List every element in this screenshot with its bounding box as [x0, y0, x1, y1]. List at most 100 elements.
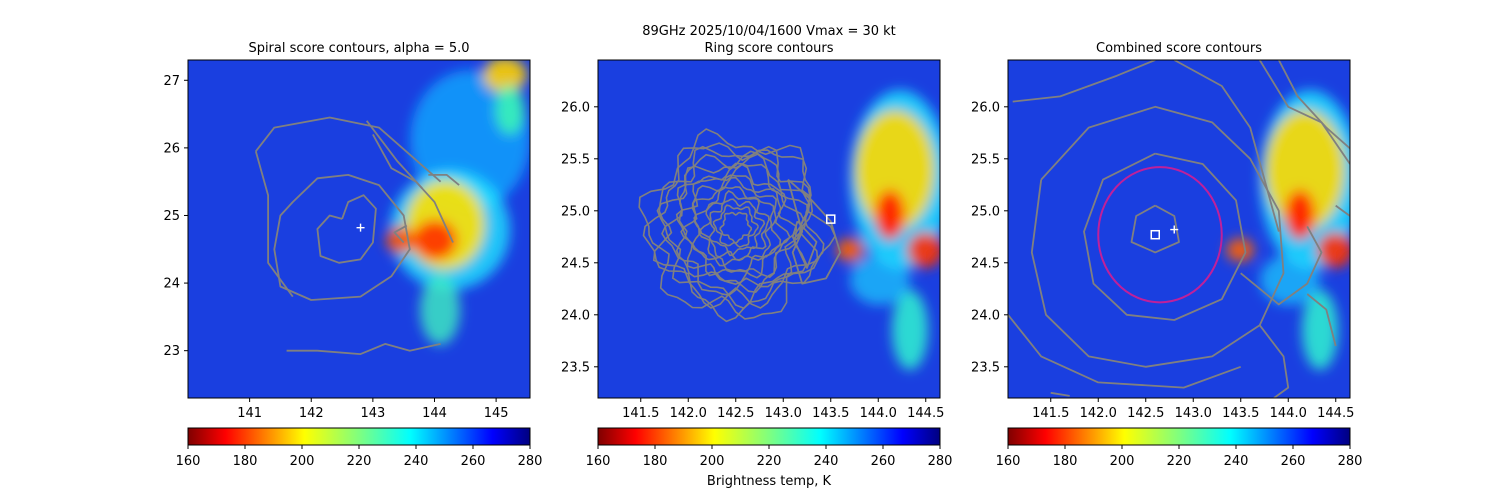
panel-spiral-contours — [254, 116, 460, 356]
contour-line — [791, 220, 818, 269]
panel-ring-title: Ring score contours — [704, 41, 833, 56]
colorbar-tick-label: 220 — [347, 454, 372, 469]
center-plus-marker — [356, 223, 365, 232]
contour-line — [708, 198, 766, 257]
contour-line — [656, 150, 811, 310]
y-tick-label: 23.5 — [971, 360, 1000, 375]
contour-line — [1008, 314, 1242, 389]
x-tick-label: 143.5 — [1222, 406, 1259, 421]
panel-ring-heatmap — [598, 60, 940, 398]
y-tick-label: 26.0 — [971, 100, 1000, 115]
contour-line — [365, 120, 423, 190]
colorbar-3: 160 180 200 220 240 260 280 — [996, 427, 1363, 469]
x-tick-label: 141 — [237, 406, 262, 421]
colorbar-1: 160 180 200 220 240 260 280 — [176, 427, 542, 469]
x-tick-label: 144 — [422, 406, 447, 421]
contour-line — [1240, 225, 1323, 306]
x-tick-label: 144.0 — [860, 406, 897, 421]
y-tick-label: 25 — [163, 209, 180, 224]
center-square-marker — [826, 214, 836, 224]
x-tick-label: 142.5 — [1127, 406, 1164, 421]
colorbar-2: 160 180 200 220 240 260 280 — [586, 427, 953, 469]
panel-ring-markers — [826, 214, 836, 224]
colorbar-tick-label: 160 — [996, 454, 1021, 469]
contour-line — [699, 190, 770, 261]
panel-combined-markers — [1150, 225, 1179, 240]
panel-ring-contours — [638, 128, 842, 323]
panel-spiral-ticks: 141 142 143 144 145 23 24 25 26 27 — [163, 74, 508, 421]
y-tick-label: 24 — [163, 277, 180, 292]
colorbar-gradient — [187, 427, 531, 446]
colorbar-tick-label: 280 — [1338, 454, 1363, 469]
panel-combined-contours — [1008, 60, 1350, 398]
colorbar-ticks: 160 180 200 220 240 260 280 — [586, 445, 953, 469]
contour-line — [691, 176, 782, 273]
center-square-marker — [1150, 229, 1160, 240]
colorbar-label: Brightness temp, K — [707, 474, 832, 489]
contour-line — [286, 342, 441, 356]
panel-combined-heatmap — [1008, 60, 1350, 398]
colorbar-tick-label: 160 — [176, 454, 201, 469]
x-tick-label: 143.5 — [812, 406, 849, 421]
panel-spiral: Spiral score contours, alpha = 5.0 141 14… — [163, 41, 531, 421]
contour-line — [675, 162, 805, 294]
heatmap-convective-band — [1226, 90, 1350, 370]
colorbar-tick-label: 240 — [814, 454, 839, 469]
colorbar-tick-label: 280 — [928, 454, 953, 469]
contour-line — [1258, 324, 1290, 398]
x-tick-label: 143 — [360, 406, 385, 421]
panel-ring: Ring score contours 141.5 142.0 142.5 143.0… — [561, 41, 944, 421]
y-tick-label: 26.0 — [561, 100, 590, 115]
y-tick-label: 24.0 — [971, 308, 1000, 323]
contour-line — [719, 211, 753, 244]
colorbar-gradient — [1007, 427, 1351, 446]
panel-spiral-frame — [187, 59, 531, 399]
colorbar-tick-label: 200 — [700, 454, 725, 469]
y-tick-label: 23 — [163, 344, 180, 359]
panel-ring-ticks: 141.5 142.0 142.5 143.0 143.5 144.0 144.5 23.5 2… — [561, 100, 944, 421]
colorbar-tick-label: 260 — [871, 454, 896, 469]
colorbar-tick-label: 160 — [586, 454, 611, 469]
contour-line — [675, 163, 798, 285]
contour-line — [393, 224, 408, 244]
panel-ring-frame — [597, 59, 941, 399]
colorbar-tick-label: 240 — [1224, 454, 1249, 469]
contour-line — [316, 194, 377, 264]
fit-circle — [1097, 166, 1223, 304]
panel-spiral-heatmap — [188, 60, 530, 398]
colorbar-tick-label: 200 — [290, 454, 315, 469]
panel-spiral-markers — [356, 223, 365, 232]
colorbar-tick-label: 180 — [233, 454, 258, 469]
colorbar-tick-label: 200 — [1110, 454, 1135, 469]
contour-line — [680, 174, 791, 279]
y-tick-label: 24.5 — [561, 256, 590, 271]
x-tick-label: 142 — [299, 406, 324, 421]
y-tick-label: 25.5 — [971, 152, 1000, 167]
center-plus-marker — [1170, 225, 1179, 234]
contour-line — [1130, 204, 1180, 254]
x-tick-label: 142.0 — [1080, 406, 1117, 421]
contour-line — [1083, 152, 1247, 321]
contour-line — [254, 151, 294, 298]
contour-line — [255, 116, 442, 183]
colorbar-ticks: 160 180 200 220 240 260 280 — [996, 445, 1363, 469]
contour-line — [428, 173, 460, 186]
y-tick-label: 25.0 — [561, 204, 590, 219]
contour-line — [712, 204, 760, 248]
colorbar-tick-label: 180 — [1053, 454, 1078, 469]
y-tick-label: 27 — [163, 74, 180, 89]
contour-line — [787, 178, 842, 285]
x-tick-label: 143.0 — [765, 406, 802, 421]
panel-combined-title: Combined score contours — [1096, 41, 1262, 56]
contour-line — [1173, 60, 1280, 232]
y-tick-label: 24.0 — [561, 308, 590, 323]
x-tick-label: 142.5 — [717, 406, 754, 421]
panel-combined: Combined score contours 141.5 142.0 142.5 1… — [971, 41, 1354, 421]
x-tick-label: 144.0 — [1270, 406, 1307, 421]
x-tick-label: 141.5 — [1032, 406, 1069, 421]
contour-line — [1278, 60, 1350, 150]
colorbar-gradient — [597, 427, 941, 446]
x-tick-label: 144.5 — [1317, 406, 1354, 421]
x-tick-label: 142.0 — [670, 406, 707, 421]
